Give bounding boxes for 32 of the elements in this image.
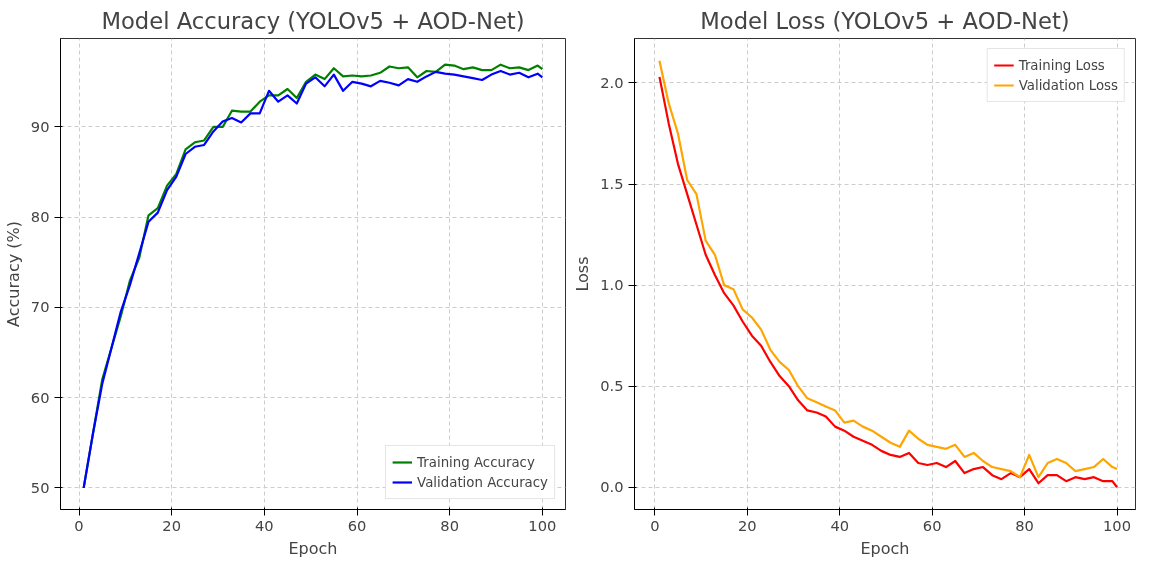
y-tick-label: 1.0 (600, 276, 624, 294)
y-axis-title: Loss (573, 256, 593, 292)
y-tick-label: 2.0 (600, 73, 624, 91)
x-tick-label: 20 (162, 516, 182, 534)
legend-label: Training Accuracy (417, 454, 535, 470)
x-axis-title: Epoch (860, 538, 910, 558)
x-tick-label: 60 (922, 516, 942, 534)
x-tick-label: 40 (830, 516, 850, 534)
x-tick-label: 0 (74, 516, 84, 534)
legend-label: Training Loss (1018, 57, 1105, 73)
x-tick-label: 80 (1015, 516, 1034, 534)
x-tick-label: 80 (440, 516, 460, 534)
x-tick-label: 60 (347, 516, 367, 534)
y-tick-label: 50 (30, 478, 50, 496)
x-axis-title: Epoch (288, 538, 338, 558)
x-tick-label: 100 (1103, 516, 1132, 534)
legend-label: Validation Loss (1018, 77, 1118, 93)
y-tick-label: 60 (30, 388, 50, 406)
y-tick-label: 80 (30, 208, 50, 226)
y-tick-label: 0.0 (600, 478, 624, 496)
y-tick-label: 70 (30, 298, 50, 316)
y-axis-title: Accuracy (%) (3, 221, 23, 327)
y-tick-label: 1.5 (600, 175, 624, 193)
y-tick-label: 0.5 (600, 377, 624, 395)
x-tick-label: 20 (737, 516, 757, 534)
legend-label: Validation Accuracy (417, 474, 548, 490)
y-tick-label: 90 (30, 117, 50, 135)
x-tick-label: 0 (650, 516, 660, 534)
chart-title: Model Loss (YOLOv5 + AOD-Net) (700, 7, 1070, 34)
x-tick-label: 40 (255, 516, 274, 534)
x-tick-label: 100 (528, 516, 557, 534)
chart-title: Model Accuracy (YOLOv5 + AOD-Net) (101, 7, 525, 34)
